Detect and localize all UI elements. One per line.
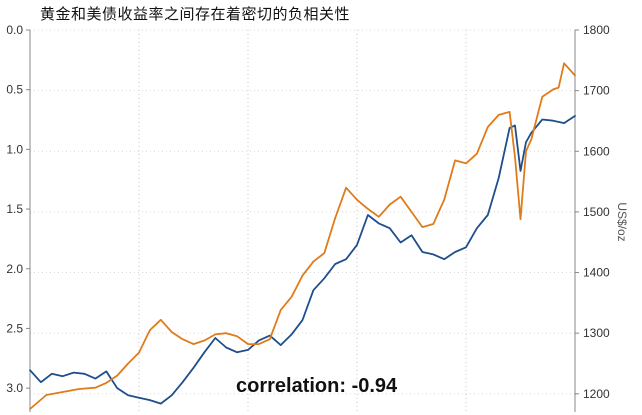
left-tick-label: 2.0 [6,262,23,276]
left-tick-label: 2.5 [6,321,23,335]
right-tick-label: 1600 [583,144,610,158]
right-tick-label: 1700 [583,84,610,98]
tick-labels: 0.0 0.5 1.0 1.5 2.0 2.5 3.0 1800 1700 1600 1500 140… [6,23,629,401]
right-tick-label: 1800 [583,23,610,37]
correlation-annotation: correlation: -0.94 [236,375,398,397]
grid [29,29,575,412]
right-tick-label: 1500 [583,205,610,219]
chart-title: 黄金和美债收益率之间存在着密切的负相关性 [40,5,351,23]
left-tick-label: 0.0 [6,23,23,37]
right-tick-label: 1200 [583,387,610,401]
axes [26,29,579,412]
right-tick-label: 1300 [583,326,610,340]
left-tick-label: 0.5 [6,83,23,97]
series [29,62,576,410]
right-axis-title: US$/oz [615,202,629,241]
left-tick-label: 1.5 [6,202,23,216]
series-line-gold-price [29,62,576,410]
left-tick-label: 3.0 [6,381,23,395]
series-line-treasury-yield [29,115,576,405]
right-tick-label: 1400 [583,266,610,280]
left-tick-label: 1.0 [6,142,23,156]
